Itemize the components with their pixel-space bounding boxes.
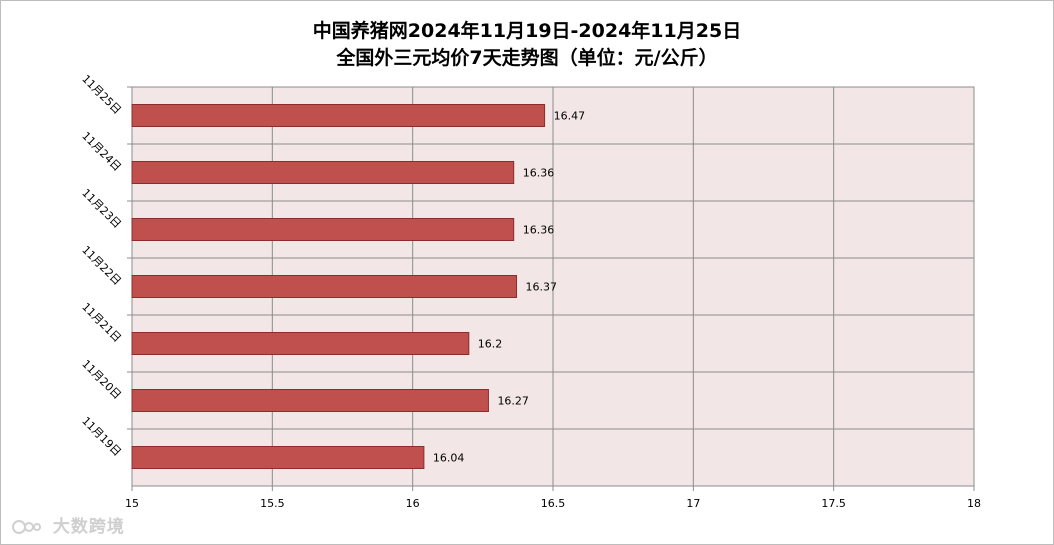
bar-value-label: 16.47 — [554, 110, 586, 123]
x-tick-label: 16.5 — [541, 497, 566, 510]
chart-title-line1: 中国养猪网2024年11月19日-2024年11月25日 — [312, 20, 742, 42]
bar — [131, 161, 515, 184]
x-tick-label: 18 — [967, 497, 981, 510]
x-tick-label: 16 — [406, 497, 420, 510]
bar — [131, 218, 515, 241]
chart-title: 中国养猪网2024年11月19日-2024年11月25日 全国外三元均价7天走势… — [0, 18, 1054, 72]
bar-value-label: 16.04 — [433, 452, 465, 465]
bar — [131, 446, 425, 469]
category-label: 11月23日 — [79, 186, 124, 231]
watermark-text: 大数跨境 — [52, 517, 125, 537]
category-label: 11月21日 — [79, 300, 124, 345]
bar — [131, 389, 489, 412]
bar-value-label: 16.27 — [497, 395, 529, 408]
watermark: 大数跨境 — [12, 512, 125, 537]
logo-icon — [12, 520, 41, 534]
bar-value-label: 16.36 — [523, 224, 555, 237]
x-tick-label: 15 — [125, 497, 139, 510]
x-tick-label: 17.5 — [821, 497, 846, 510]
category-label: 11月24日 — [79, 129, 124, 174]
bar-value-label: 16.37 — [526, 281, 558, 294]
chart-title-line2: 全国外三元均价7天走势图（单位：元/公斤） — [336, 47, 718, 69]
category-label: 11月22日 — [79, 243, 124, 288]
bar-value-label: 16.2 — [478, 338, 503, 351]
bar — [131, 332, 470, 355]
bar — [131, 275, 518, 298]
x-tick-label: 15.5 — [260, 497, 285, 510]
bar-value-label: 16.36 — [523, 167, 555, 180]
bar — [131, 104, 546, 127]
x-tick-label: 17 — [686, 497, 700, 510]
category-label: 11月25日 — [79, 72, 124, 117]
category-label: 11月19日 — [79, 414, 124, 459]
category-label: 11月20日 — [79, 357, 124, 402]
